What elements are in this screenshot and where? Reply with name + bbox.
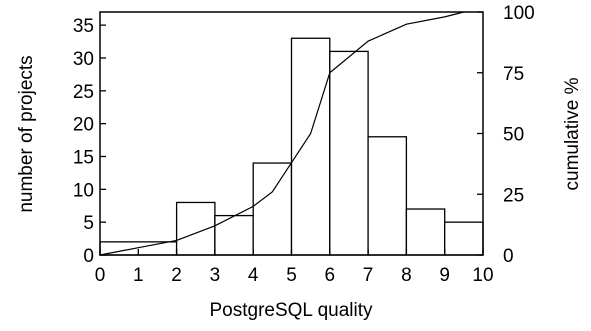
x-axis: 0 1 2 3 4 5 6 7 8 9 10 [95, 249, 494, 286]
y-axis-title: number of projects [16, 55, 37, 212]
y-tick-label: 0 [83, 246, 94, 267]
y2-tick-label: 0 [503, 246, 514, 267]
x-tick-label: 10 [472, 265, 493, 286]
cumulative-curve-group [99, 11, 464, 256]
x-tick-label: 2 [171, 265, 182, 286]
y2-tick-label: 75 [503, 64, 524, 85]
x-axis-title: PostgreSQL quality [210, 300, 373, 321]
histogram-bar [405, 208, 446, 256]
x-tick-label: 4 [248, 265, 259, 286]
y-tick-label: 35 [73, 16, 94, 37]
x-tick-label: 9 [439, 265, 450, 286]
histogram-bar [329, 50, 369, 256]
x-tick-label: 8 [401, 265, 412, 286]
x-tick-label: 5 [286, 265, 297, 286]
histogram-bar [214, 214, 254, 256]
histogram-bar [175, 201, 216, 256]
x-tick-label: 6 [325, 265, 336, 286]
y-axis-left: 0 5 10 15 20 25 30 35 [73, 16, 106, 267]
y2-tick-label: 50 [503, 125, 524, 146]
histogram-bar [444, 221, 484, 256]
y-tick-label: 30 [73, 49, 94, 70]
y-axis-right: 0 25 50 75 100 [477, 3, 535, 267]
bars [99, 37, 484, 256]
y-tick-label: 10 [73, 180, 94, 201]
y-tick-label: 20 [73, 115, 94, 136]
y2-tick-label: 25 [503, 185, 524, 206]
histogram-bar [290, 37, 331, 256]
x-tick-label: 1 [133, 265, 144, 286]
x-tick-label: 3 [210, 265, 221, 286]
histogram-bar [252, 162, 293, 256]
x-tick-label: 7 [363, 265, 374, 286]
histogram-bar [367, 136, 408, 256]
x-tick-label: 0 [95, 265, 106, 286]
y2-tick-label: 100 [503, 3, 535, 24]
y-tick-label: 25 [73, 82, 94, 103]
cumulative-curve [99, 11, 464, 256]
y-tick-label: 5 [83, 213, 94, 234]
y-tick-label: 15 [73, 147, 94, 168]
y2-axis-title: cumulative % [562, 77, 583, 190]
